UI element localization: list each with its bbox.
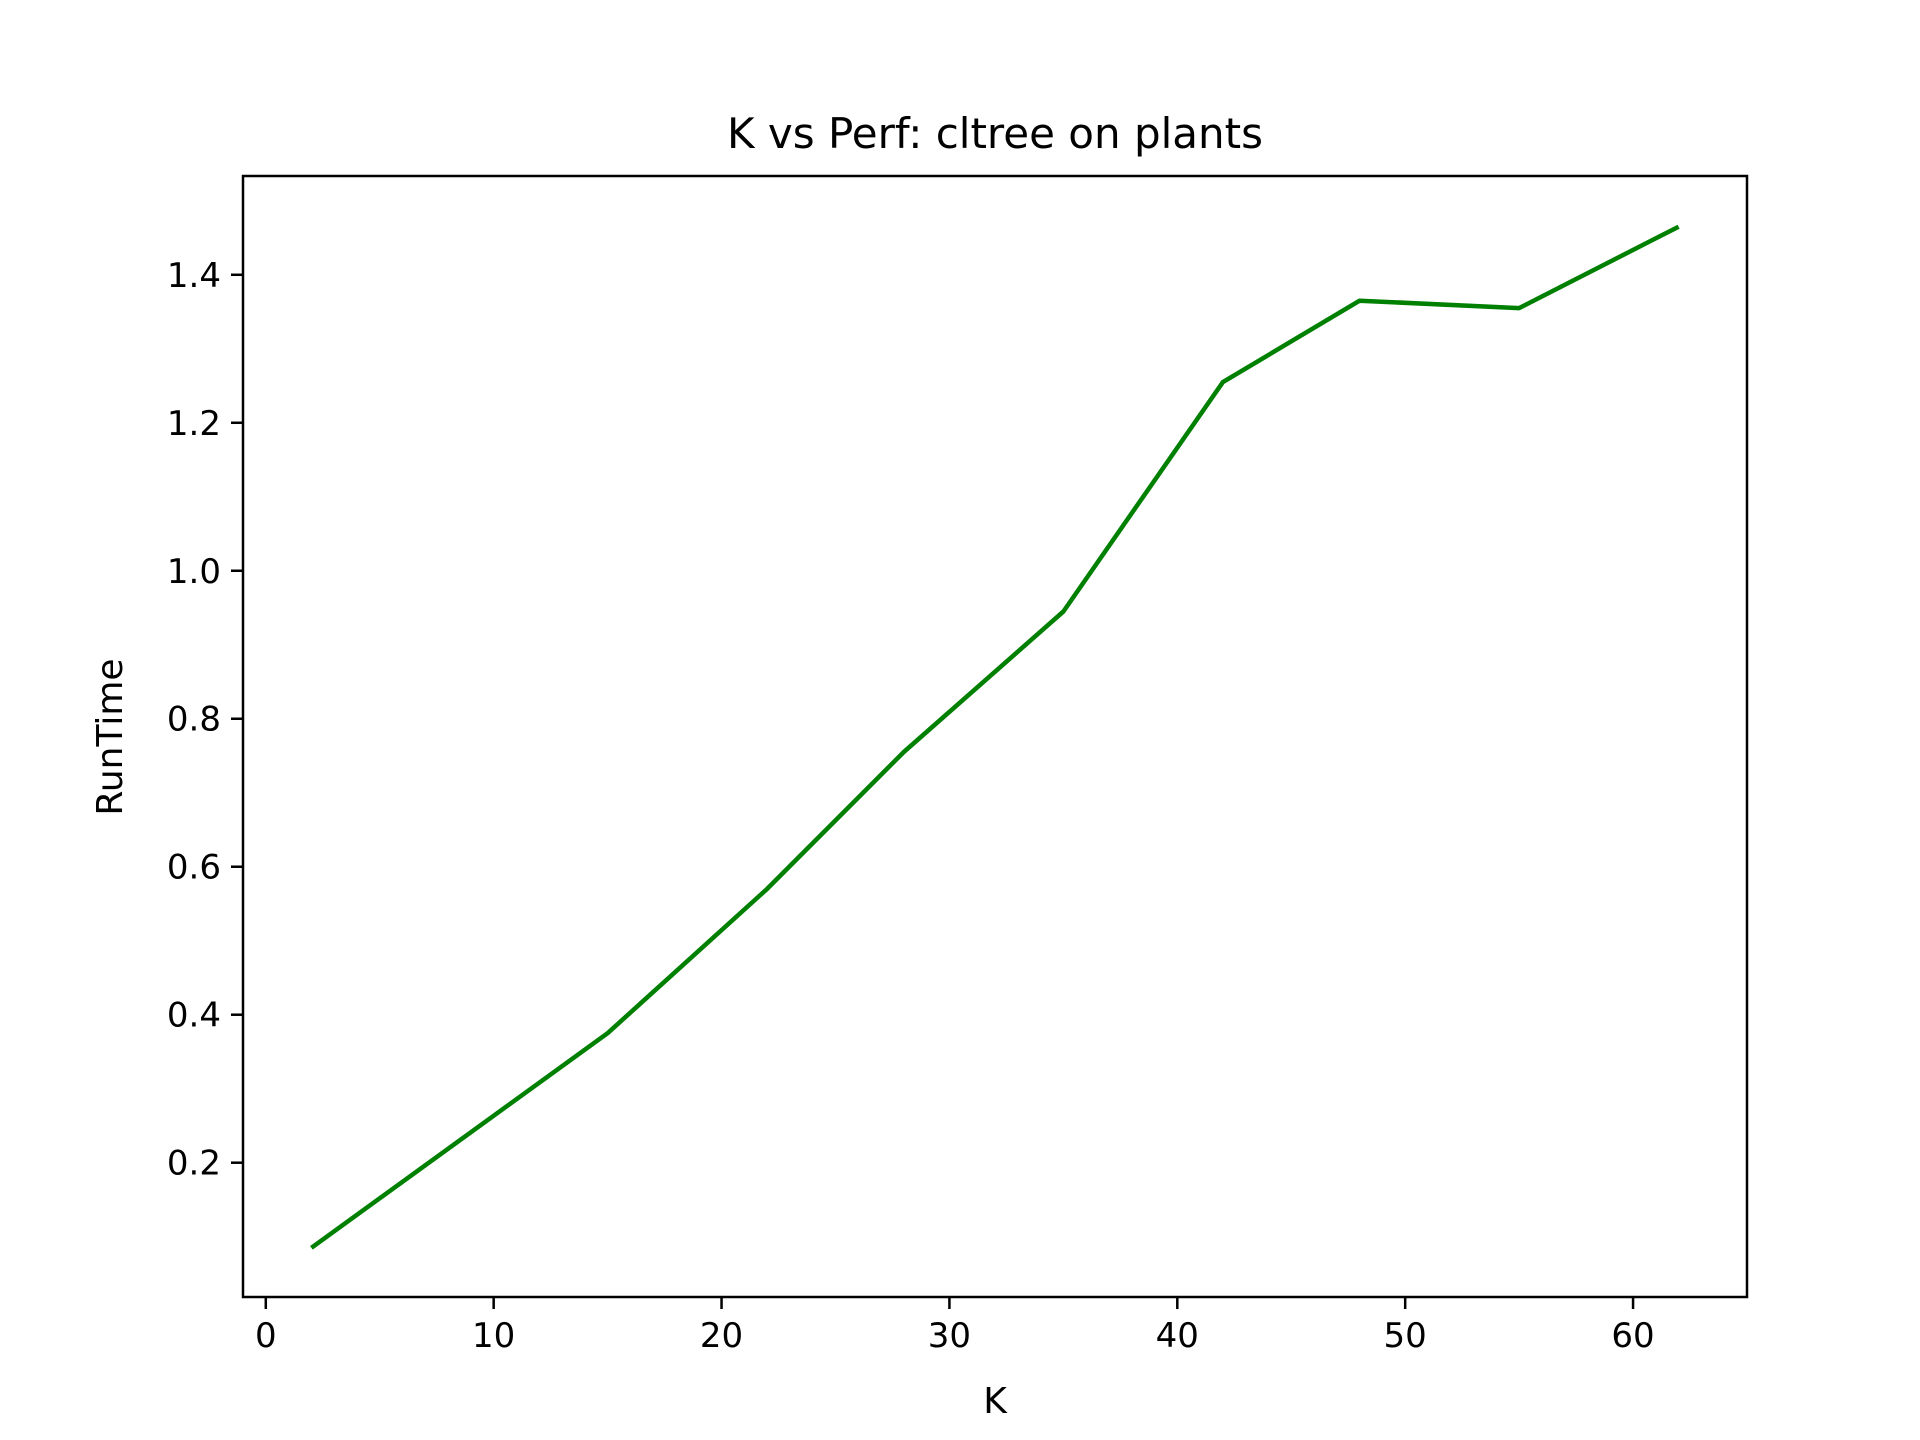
y-tick-label: 0.4	[167, 996, 221, 1036]
series-line-0	[310, 224, 1680, 1250]
x-tick-label: 10	[472, 1316, 515, 1356]
chart-title: K vs Perf: cltree on plants	[727, 109, 1263, 158]
y-axis-ticks: 0.2 0.4 0.6 0.8 1.0 1.2 1.4	[167, 256, 243, 1184]
y-tick-label: 1.0	[167, 552, 221, 592]
y-tick-label: 1.2	[167, 404, 221, 444]
x-axis-label: K	[983, 1381, 1008, 1422]
x-axis-ticks: 0 10 20 30 40 50 60	[255, 1297, 1655, 1356]
y-tick-label: 0.8	[167, 700, 221, 740]
x-tick-label: 0	[255, 1316, 277, 1356]
y-tick-label: 0.2	[167, 1144, 221, 1184]
plot-frame	[241, 174, 1749, 1299]
x-tick-label: 50	[1384, 1316, 1427, 1356]
x-tick-label: 20	[700, 1316, 743, 1356]
y-tick-label: 0.6	[167, 848, 221, 888]
y-tick-label: 1.4	[167, 256, 221, 296]
plot-area	[310, 224, 1680, 1250]
y-axis-label: RunTime	[90, 658, 131, 815]
x-tick-label: 40	[1156, 1316, 1199, 1356]
x-tick-label: 60	[1611, 1316, 1654, 1356]
x-tick-label: 30	[928, 1316, 971, 1356]
